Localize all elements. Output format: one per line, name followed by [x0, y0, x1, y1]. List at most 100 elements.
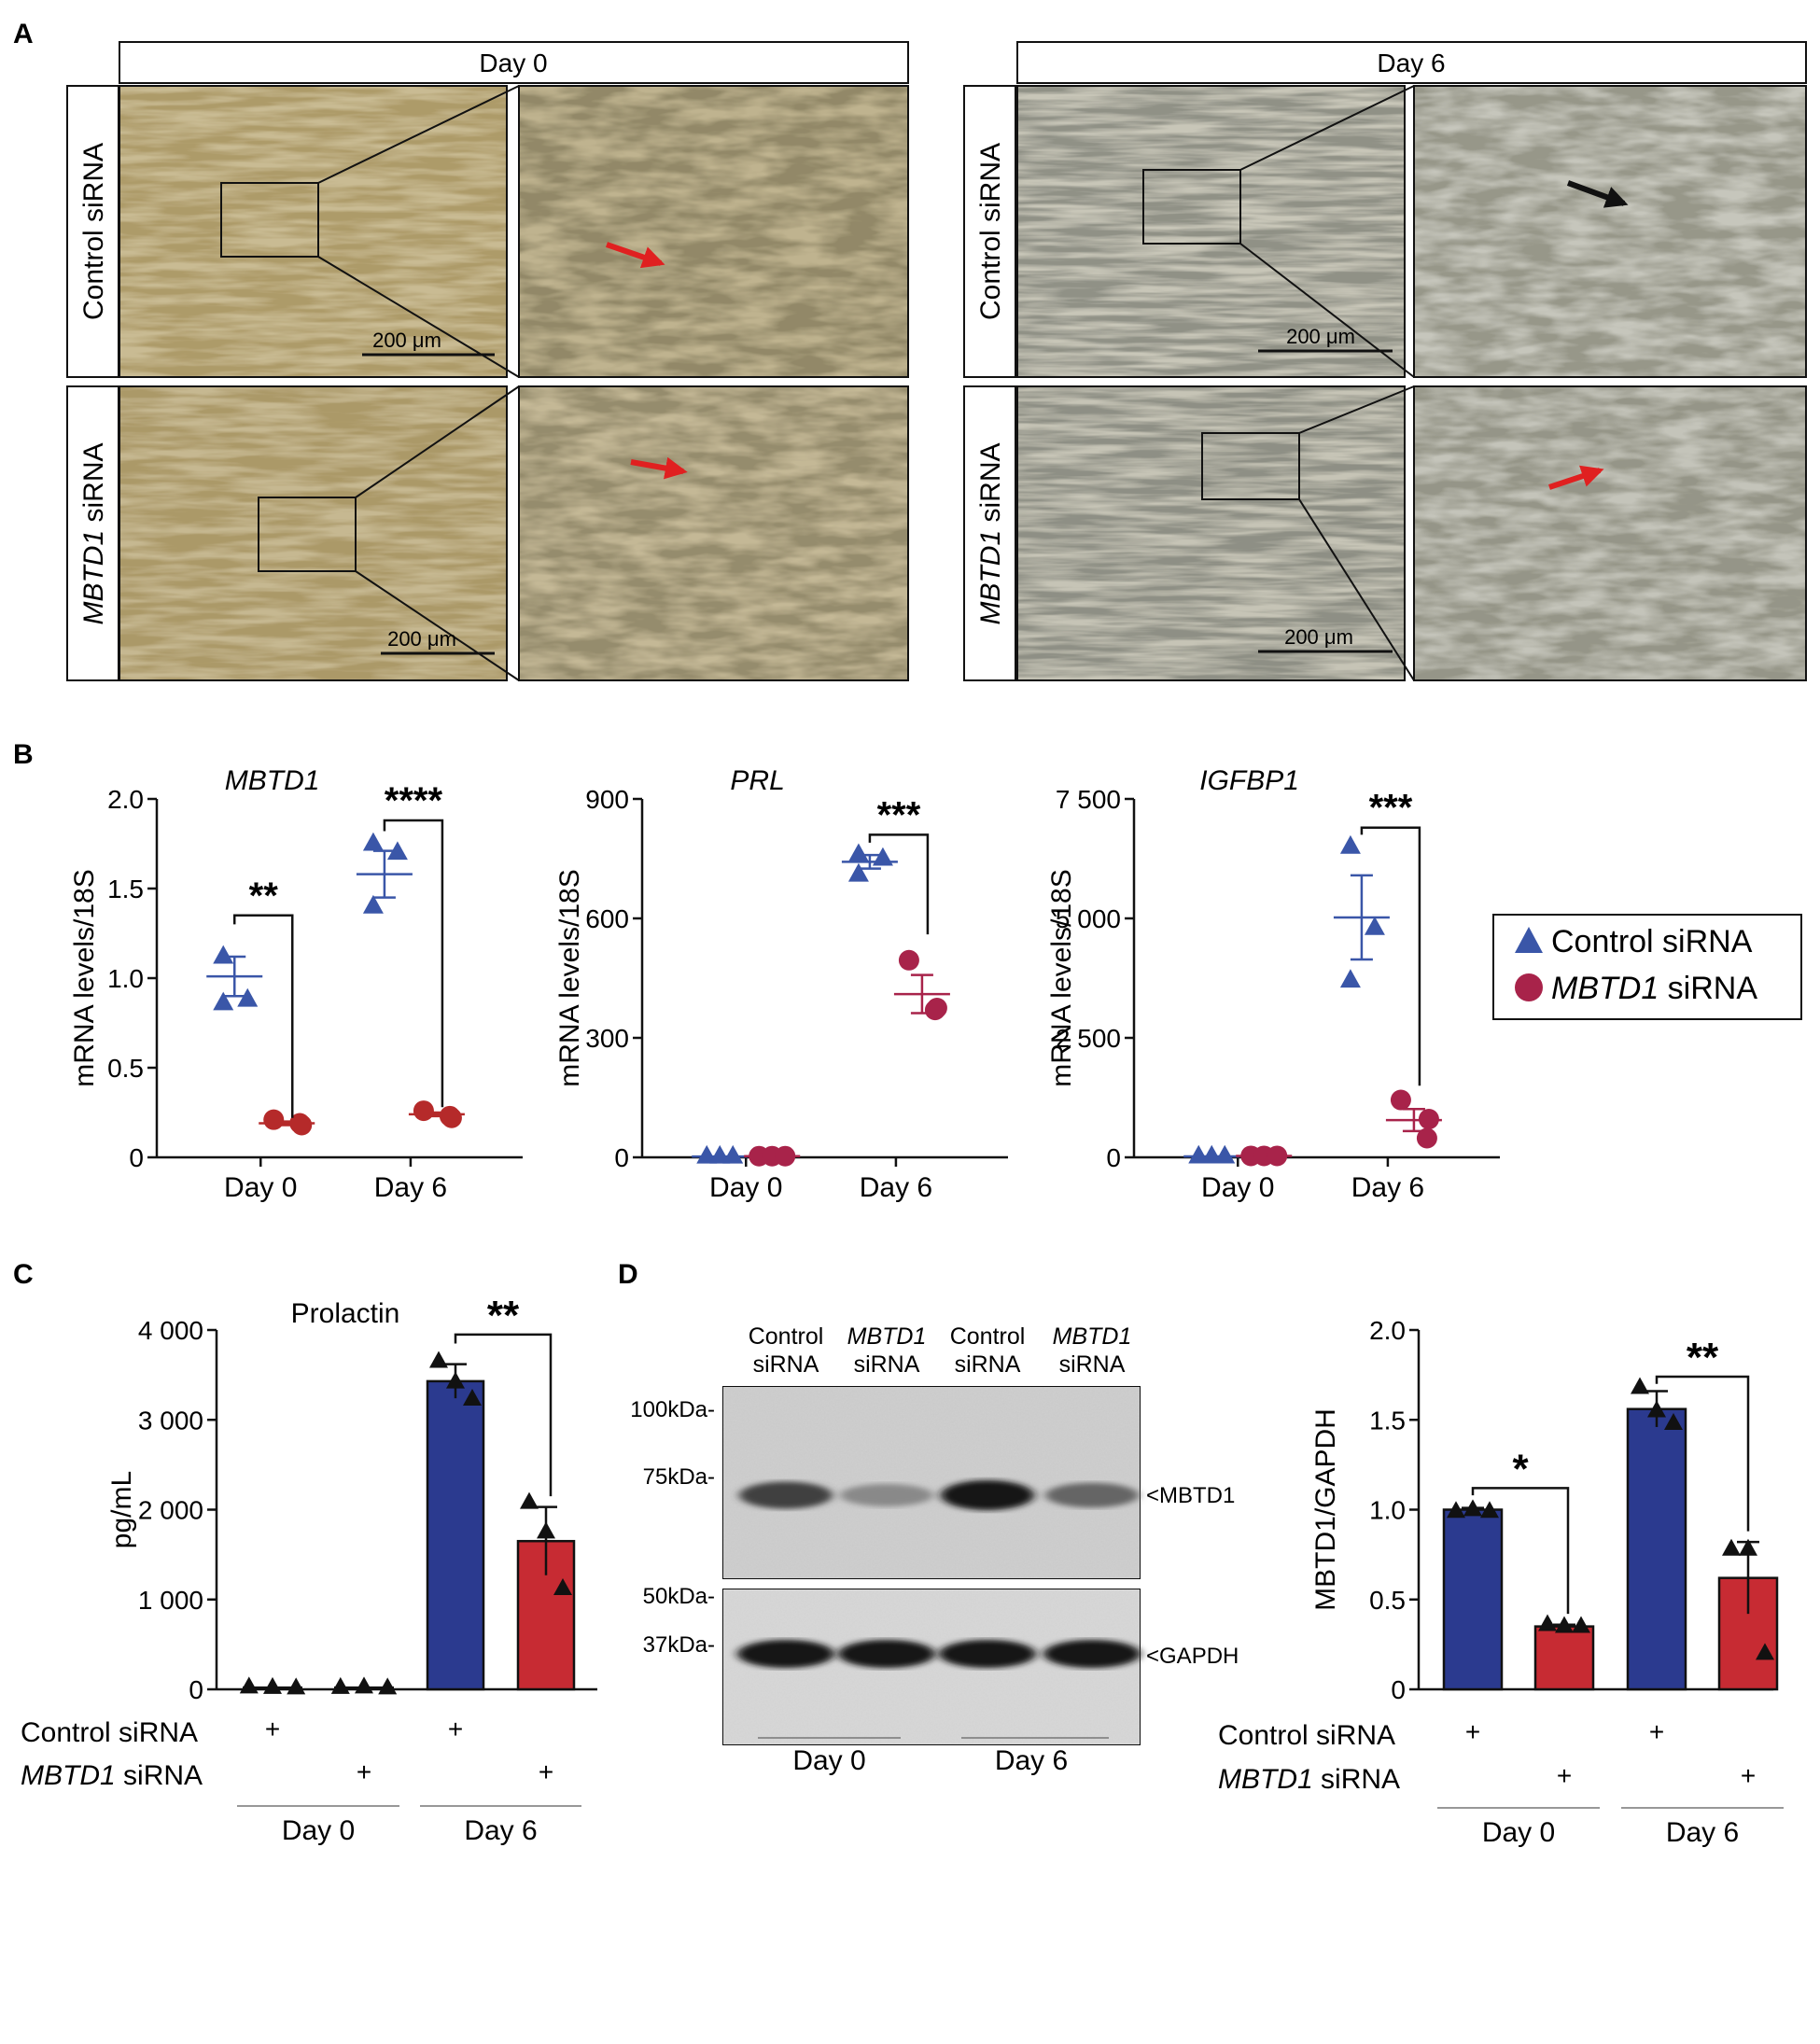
- data-point: [872, 847, 893, 866]
- bar: [1442, 1508, 1504, 1691]
- data-point: [429, 1351, 448, 1368]
- header-day0: Day 0: [479, 49, 547, 77]
- significance-label: ****: [385, 780, 443, 821]
- row-label-suffix: siRNA: [1313, 1764, 1400, 1795]
- data-point: [439, 1105, 460, 1127]
- data-point: [537, 1521, 555, 1539]
- lane-label: MBTD1: [1053, 1323, 1132, 1350]
- micrograph-day0-control-zoom: [519, 86, 908, 377]
- panel-d: D ControlsiRNAMBTD1siRNAControlsiRNAMBTD…: [618, 1259, 1784, 1848]
- scale-bars: 200 μm 200 μm 200 μm 200 μm: [362, 325, 1393, 655]
- data-point: [237, 987, 259, 1007]
- y-tick-label: 1.5: [1369, 1406, 1406, 1435]
- scale-bar-label: 200 μm: [372, 329, 441, 352]
- chart-prl-mrna: 0 300 600 900 Day 0 Day 6 mRNA levels/18S PRL **…: [554, 765, 1008, 1203]
- significance-label: ***: [877, 794, 921, 835]
- data-point: [1739, 1538, 1757, 1556]
- plus-marker: +: [448, 1715, 463, 1743]
- day-group-label: Day 6: [1666, 1817, 1739, 1848]
- day-group-label: Day 6: [464, 1815, 537, 1846]
- data-point: [1418, 1109, 1439, 1130]
- band-gapdh: [1043, 1640, 1141, 1668]
- y-tick-label: 600: [585, 904, 629, 933]
- y-tick-label: 0.5: [107, 1054, 144, 1083]
- legend-box: [1492, 914, 1802, 1020]
- data-point: [1756, 1643, 1774, 1660]
- row-label-control: Control siRNA: [21, 1717, 198, 1748]
- data-point: [1339, 834, 1361, 854]
- y-tick-label: 1.0: [107, 964, 144, 993]
- significance-bracket: [1655, 1375, 1750, 1532]
- legend-control-label: Control siRNA: [1551, 924, 1753, 959]
- lane-label: siRNA: [753, 1351, 819, 1378]
- significance-bracket: [454, 1333, 553, 1497]
- data-point: [1214, 1144, 1236, 1164]
- data-point: [1364, 916, 1385, 935]
- legend: Control siRNA MBTD1 siRNA: [1492, 914, 1802, 1020]
- mw-marker: 100kDa-: [630, 1397, 715, 1422]
- band-mbtd1: [840, 1483, 933, 1507]
- data-point: [1188, 1144, 1210, 1164]
- day-group-label: Day 0: [282, 1815, 355, 1846]
- plus-marker: +: [1465, 1717, 1480, 1746]
- micrograph-day0-mbtd1-zoom: [519, 386, 908, 680]
- scale-bar-label: 200 μm: [1286, 325, 1355, 348]
- bar: [1533, 1625, 1595, 1691]
- lane-label: siRNA: [1059, 1351, 1126, 1378]
- data-point: [1463, 1499, 1482, 1517]
- header-day0-box: [119, 41, 909, 84]
- panel-label-a: A: [13, 19, 34, 49]
- chart-prolactin: 0 1 000 2 000 3 000 4 000 pg/mL Prolactin + + + + C…: [21, 1293, 597, 1846]
- micrograph-day6-control-zoom: [1414, 86, 1806, 377]
- data-point: [446, 1371, 465, 1389]
- row-label-suffix: siRNA: [116, 1760, 203, 1791]
- data-point: [553, 1578, 572, 1596]
- plus-marker: +: [357, 1757, 371, 1786]
- significance-bracket: [383, 819, 444, 1108]
- data-point: [1722, 1538, 1741, 1556]
- row-label-gene: MBTD1: [1218, 1764, 1313, 1795]
- data-point: [1631, 1377, 1649, 1394]
- data-point: [1664, 1412, 1683, 1430]
- row-label-control-left: Control siRNA: [78, 143, 109, 320]
- y-axis-label: pg/mL: [106, 1471, 137, 1548]
- data-point: [1201, 1144, 1223, 1164]
- y-tick-label: 2.0: [1369, 1316, 1406, 1345]
- y-tick-label: 5 000: [1056, 904, 1121, 933]
- data-point: [1339, 969, 1361, 988]
- row-label-mbtd1-right: MBTD1 siRNA: [975, 442, 1006, 624]
- row-label-box-control-left: [66, 85, 119, 378]
- data-point: [239, 1676, 259, 1694]
- bar: [1626, 1407, 1687, 1691]
- data-point: [898, 949, 919, 971]
- chart-title: IGFBP1: [1199, 765, 1299, 796]
- significance-bracket: [1360, 826, 1421, 1086]
- micrograph-day0-control: [119, 86, 507, 377]
- data-point: [287, 1677, 306, 1695]
- band-label-gapdh: <GAPDH: [1146, 1644, 1239, 1669]
- mw-marker: 50kDa-: [643, 1584, 715, 1609]
- chart-title: Prolactin: [291, 1298, 400, 1329]
- plus-marker: +: [265, 1715, 280, 1743]
- y-axis-label: mRNA levels/18S: [1046, 869, 1077, 1086]
- data-point: [709, 1144, 731, 1164]
- y-axis-label: mRNA levels/18S: [554, 869, 585, 1086]
- band-gapdh: [939, 1640, 1036, 1668]
- data-point: [463, 1388, 482, 1406]
- data-point: [289, 1113, 311, 1134]
- y-tick-label: 0: [189, 1675, 203, 1704]
- data-point: [213, 991, 234, 1011]
- arrow-day6-control: [1566, 180, 1629, 208]
- panel-label-c: C: [13, 1259, 34, 1290]
- y-tick-label: 3 000: [138, 1406, 203, 1435]
- row-label-box-mbtd1-right: [963, 385, 1016, 681]
- micrograph-day6-control: [1017, 86, 1405, 377]
- arrow-day0-control: [606, 242, 665, 269]
- row-label-box-control-right: [963, 85, 1016, 378]
- mw-marker: 37kDa-: [643, 1632, 715, 1658]
- data-point: [263, 1676, 282, 1694]
- chart-title: PRL: [730, 765, 784, 796]
- legend-mbtd1-label: MBTD1 siRNA: [1551, 971, 1757, 1006]
- row-label-control: Control siRNA: [1218, 1720, 1395, 1751]
- scale-bar-label: 200 μm: [1284, 625, 1353, 649]
